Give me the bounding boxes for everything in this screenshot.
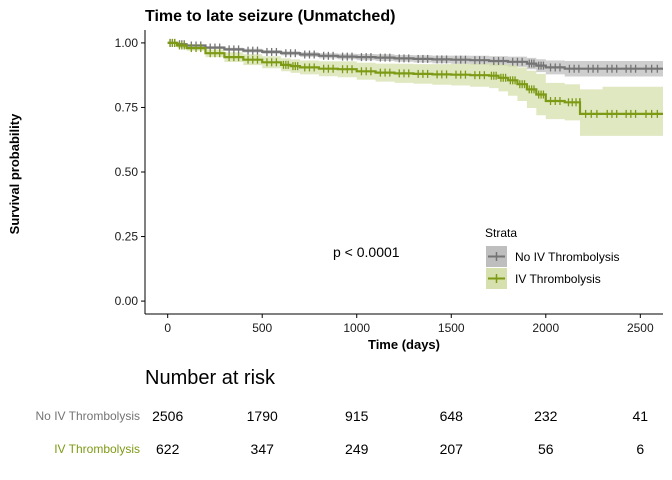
y-axis-ticks: 0.00 0.25 0.50 0.75 1.00 [115,36,145,308]
risk-cell: 41 [633,408,649,424]
legend-label: No IV Thrombolysis [515,250,619,264]
legend: Strata No IV Thrombolysis IV Thrombolysis [485,226,619,289]
risk-cell: 2506 [152,408,183,424]
risk-row-label: IV Thrombolysis [54,442,140,456]
x-tick-label: 1000 [343,321,370,335]
y-tick-label: 0.50 [115,165,139,179]
y-axis-label: Survival probability [7,113,22,234]
x-axis-ticks: 0 500 1000 1500 2000 2500 [164,314,654,335]
y-tick-label: 0.75 [115,100,139,114]
risk-cell: 249 [345,441,369,457]
x-tick-label: 500 [252,321,272,335]
risk-table-title: Number at risk [145,367,276,389]
chart-title: Time to late seizure (Unmatched) [145,8,395,25]
legend-label: IV Thrombolysis [515,272,601,286]
risk-table: No IV Thrombolysis 2506 1790 915 648 232 41 IV … [36,408,649,457]
risk-cell: 915 [345,408,369,424]
risk-cell: 6 [636,441,644,457]
y-tick-label: 0.00 [115,294,139,308]
risk-cell: 648 [440,408,464,424]
risk-cell: 1790 [247,408,278,424]
y-tick-label: 1.00 [115,36,139,50]
censor-marks-1 [169,38,658,118]
x-tick-label: 2500 [627,321,654,335]
x-axis-label: Time (days) [368,337,440,352]
risk-cell: 622 [156,441,180,457]
risk-cell: 232 [534,408,558,424]
y-tick-label: 0.25 [115,230,139,244]
risk-cell: 207 [440,441,464,457]
risk-cell: 347 [251,441,275,457]
p-value-annotation: p < 0.0001 [333,244,400,260]
legend-title: Strata [485,226,517,240]
survival-curve-1 [167,41,663,115]
risk-cell: 56 [538,441,554,457]
x-tick-label: 0 [164,321,171,335]
x-tick-label: 2000 [532,321,559,335]
risk-row-label: No IV Thrombolysis [36,409,140,423]
plot-area [167,38,663,136]
x-tick-label: 1500 [438,321,465,335]
